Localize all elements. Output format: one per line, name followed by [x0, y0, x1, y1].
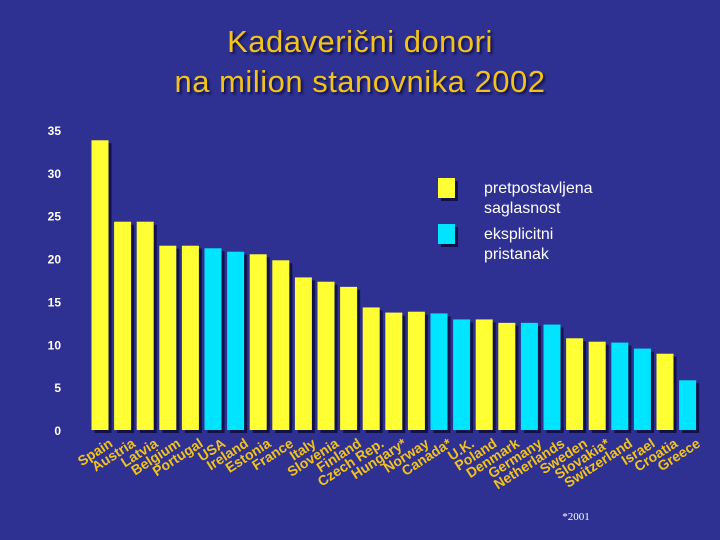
bar-poland	[475, 319, 493, 430]
y-tick-label: 30	[48, 167, 62, 181]
y-tick-label: 15	[48, 295, 62, 309]
bar-latvia	[136, 221, 154, 430]
y-tick-label: 0	[54, 424, 61, 438]
y-tick-label: 35	[48, 124, 62, 138]
title-line-2: na milion stanovnika 2002	[174, 64, 546, 99]
y-tick-label: 25	[48, 210, 62, 224]
bar-portugal	[181, 245, 199, 430]
bar-ireland	[227, 251, 245, 430]
bar-austria	[114, 221, 132, 430]
legend-label: saglasnost	[484, 200, 561, 217]
bar-norway	[407, 311, 425, 430]
bar-croatia	[656, 353, 674, 430]
legend-swatch-presumed	[438, 178, 455, 198]
bar-slovakia	[588, 341, 606, 430]
bar-usa	[204, 248, 222, 430]
bar-france	[272, 260, 290, 430]
bar-spain	[91, 140, 109, 431]
bar-hungary	[385, 312, 403, 430]
y-tick-label: 5	[54, 381, 61, 395]
legend-swatch-explicit	[438, 224, 455, 244]
slide-title: Kadaverični donori na milion stanovnika …	[0, 22, 720, 102]
bar-italy	[294, 277, 312, 430]
bar-u-k	[453, 319, 471, 430]
bar-greece	[679, 380, 697, 430]
legend-label: pristanak	[484, 246, 550, 263]
bar-canada	[430, 313, 448, 430]
bar-netherlands	[543, 324, 561, 430]
bars-group	[91, 140, 700, 434]
y-tick-label: 10	[48, 338, 62, 352]
bar-israel	[633, 348, 651, 430]
bar-germany	[520, 322, 538, 430]
bar-switzerland	[611, 342, 629, 430]
legend-label: eksplicitni	[484, 226, 553, 243]
y-axis: 0 5 10 15 20 25 30 35	[48, 124, 62, 438]
bar-sweden	[566, 338, 584, 430]
bar-estonia	[249, 254, 267, 430]
legend-label: pretpostavljena	[484, 180, 593, 197]
bar-finland	[340, 286, 358, 430]
footnote: *2001	[562, 511, 590, 523]
bar-belgium	[159, 245, 177, 430]
y-tick-label: 20	[48, 253, 62, 267]
title-line-1: Kadaverični donori	[227, 24, 493, 59]
legend: pretpostavljena saglasnost eksplicitni pris…	[438, 178, 593, 263]
category-labels: SpainAustriaLatviaBelgiumPortugalUSAIrel…	[75, 435, 703, 493]
bar-denmark	[498, 322, 516, 430]
bar-slovenia	[317, 281, 335, 430]
bar-czech-rep	[362, 307, 380, 430]
